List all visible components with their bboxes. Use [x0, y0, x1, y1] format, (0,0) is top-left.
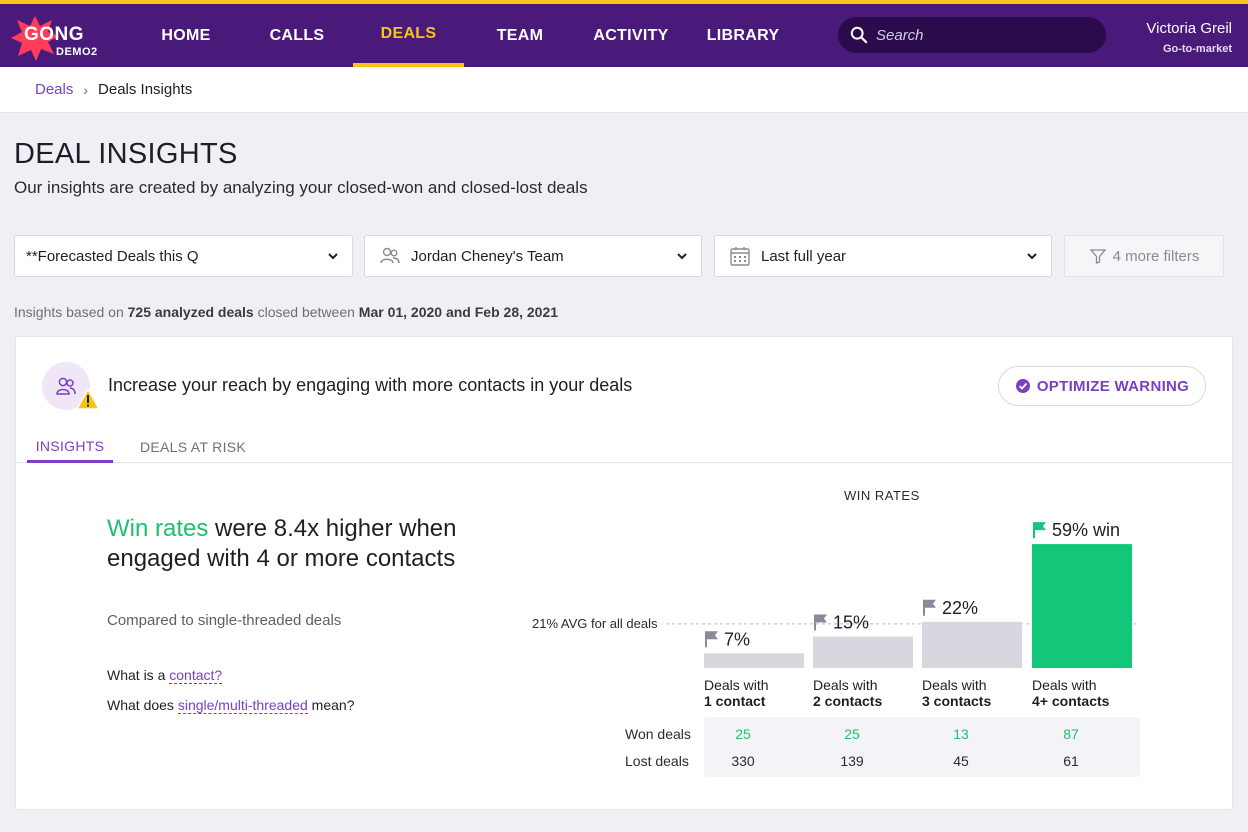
win-rates-chart: 7% 15% 22% 59% win	[606, 520, 1136, 668]
won-deals-cell: 87	[1063, 726, 1079, 742]
threaded-help-question: What does single/multi-threaded mean?	[107, 697, 355, 714]
won-deals-cell: 25	[735, 726, 751, 742]
optimize-warning-button[interactable]: OPTIMIZE WARNING	[998, 366, 1206, 406]
bar-value-label: 59% win	[1052, 520, 1120, 540]
check-circle-icon	[1015, 379, 1030, 393]
flag-icon	[1033, 522, 1046, 539]
flag-icon	[705, 631, 718, 648]
chart-bar	[813, 636, 913, 668]
team-filter-dropdown[interactable]: Jordan Cheney's Team	[364, 235, 702, 277]
insight-tabs: INSIGHTS DEALS AT RISK	[16, 431, 1232, 463]
nav-deals[interactable]: DEALS	[353, 4, 464, 67]
logo-burst-icon	[11, 16, 59, 61]
optimize-warning-label: OPTIMIZE WARNING	[1036, 377, 1190, 395]
page-subtitle: Our insights are created by analyzing yo…	[14, 178, 588, 197]
flag-icon	[814, 614, 827, 631]
user-name[interactable]: Victoria Greil	[1146, 20, 1232, 37]
tab-insights[interactable]: INSIGHTS	[27, 431, 113, 463]
lost-deals-row-label: Lost deals	[625, 753, 689, 769]
won-deals-row-label: Won deals	[625, 726, 691, 742]
category-label: Deals with 4+ contacts	[1032, 677, 1110, 709]
gong-logo[interactable]: GONG DEMO2	[10, 14, 110, 64]
more-filters-button[interactable]: 4 more filters	[1064, 235, 1224, 277]
contact-help-prefix: What is a	[107, 667, 170, 683]
chevron-down-icon	[328, 253, 338, 260]
page-title: DEAL INSIGHTS	[14, 138, 238, 170]
threaded-help-prefix: What does	[107, 697, 178, 713]
nav-library[interactable]: LIBRARY	[706, 26, 780, 44]
search-input[interactable]	[876, 26, 1096, 44]
chevron-down-icon	[677, 253, 687, 260]
deals-filter-dropdown[interactable]: **Forecasted Deals this Q	[14, 235, 353, 277]
insight-headline: Win rates were 8.4x higher when engaged …	[107, 514, 467, 574]
lost-deals-cell: 61	[1063, 753, 1079, 769]
nav-calls[interactable]: CALLS	[269, 26, 325, 44]
headline-rest: were 8.4x higher when engaged with 4 or …	[107, 515, 457, 572]
user-role: Go-to-market	[1162, 43, 1232, 55]
calendar-icon	[730, 247, 750, 266]
nav-activity[interactable]: ACTIVITY	[593, 26, 669, 44]
chevron-right-icon: ›	[83, 81, 89, 98]
lost-deals-cell: 330	[731, 753, 755, 769]
insight-basis-middle: closed between	[257, 304, 355, 320]
tab-deals-at-risk[interactable]: DEALS AT RISK	[139, 439, 247, 455]
logo-subtext: DEMO2	[56, 46, 98, 58]
headline-highlight: Win rates	[107, 515, 209, 542]
breadcrumb-current: Deals Insights	[98, 81, 193, 98]
bar-value-label: 15%	[833, 613, 869, 633]
deals-count-table	[704, 717, 1140, 777]
top-nav-bar: GONG DEMO2 HOME CALLS DEALS TEAM ACTIVIT…	[0, 0, 1248, 67]
period-filter-dropdown[interactable]: Last full year	[714, 235, 1052, 277]
period-filter-value: Last full year	[761, 247, 847, 265]
won-deals-cell: 13	[953, 726, 969, 742]
flag-icon	[923, 599, 936, 616]
people-icon	[380, 247, 400, 264]
contact-help-question: What is a contact?	[107, 667, 223, 684]
nav-team[interactable]: TEAM	[496, 26, 544, 44]
warning-icon	[76, 388, 100, 410]
breadcrumb-deals-link[interactable]: Deals	[35, 81, 74, 98]
lost-deals-cell: 45	[953, 753, 969, 769]
threaded-help-suffix: mean?	[307, 697, 355, 713]
more-filters-label: 4 more filters	[1112, 247, 1200, 265]
nav-home[interactable]: HOME	[161, 26, 211, 44]
search-box[interactable]	[838, 17, 1106, 53]
breadcrumb: Deals › Deals Insights	[0, 67, 1248, 113]
contact-help-link[interactable]: contact?	[169, 667, 223, 684]
logo-text: GONG	[24, 24, 85, 45]
chart-bar	[1032, 544, 1132, 668]
insight-basis-range: Mar 01, 2020 and Feb 28, 2021	[358, 304, 559, 320]
chart-bar	[922, 621, 1022, 668]
category-label: Deals with 3 contacts	[922, 677, 992, 709]
average-line-label: 21% AVG for all deals	[528, 616, 662, 631]
lost-deals-cell: 139	[840, 753, 864, 769]
category-label: Deals with 2 contacts	[813, 677, 883, 709]
insight-card-icon	[42, 362, 100, 410]
chart-bar	[704, 653, 804, 668]
filter-funnel-icon	[1089, 249, 1107, 264]
chart-title: WIN RATES	[844, 488, 920, 503]
people-icon	[56, 377, 76, 395]
insight-card: Increase your reach by engaging with mor…	[15, 336, 1233, 810]
insight-basis-count: 725 analyzed deals	[127, 304, 254, 320]
bar-value-label: 22%	[942, 598, 978, 618]
deals-filter-value: **Forecasted Deals this Q	[26, 247, 199, 265]
insight-card-title: Increase your reach by engaging with mor…	[108, 375, 633, 395]
insight-comparison-note: Compared to single-threaded deals	[107, 612, 342, 629]
won-deals-cell: 25	[844, 726, 860, 742]
category-label: Deals with 1 contact	[704, 677, 769, 709]
search-icon	[850, 26, 868, 44]
threaded-help-link[interactable]: single/multi-threaded	[177, 697, 308, 714]
insight-basis-text: Insights based on 725 analyzed deals clo…	[14, 304, 558, 320]
chevron-down-icon	[1027, 253, 1037, 260]
team-filter-value: Jordan Cheney's Team	[411, 247, 564, 265]
insight-basis-prefix: Insights based on	[14, 304, 124, 320]
bar-value-label: 7%	[724, 629, 750, 649]
